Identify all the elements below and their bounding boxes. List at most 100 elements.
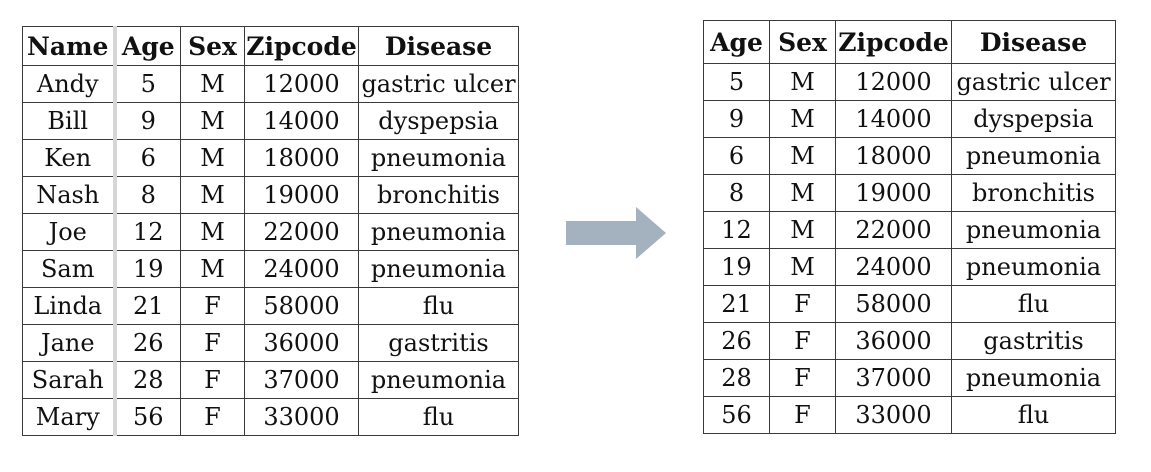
cell-zipcode: 36000 xyxy=(244,324,359,362)
cell-disease: flu xyxy=(358,287,519,325)
cell-disease: pneumonia xyxy=(951,359,1116,397)
cell-age: 26 xyxy=(703,322,770,360)
cell-sex: M xyxy=(769,137,836,175)
cell-sex: M xyxy=(180,176,245,214)
cell-age: 21 xyxy=(703,285,770,323)
cell-age: 9 xyxy=(703,100,770,138)
cell-zipcode: 12000 xyxy=(835,63,952,101)
cell-name: Ken xyxy=(22,139,117,177)
cell-sex: M xyxy=(180,102,245,140)
cell-age: 5 xyxy=(114,65,181,103)
cell-zipcode: 12000 xyxy=(244,65,359,103)
cell-name: Bill xyxy=(22,102,117,140)
table-row: Sarah 28 F 37000 pneumonia xyxy=(22,361,519,399)
cell-disease: gastritis xyxy=(951,322,1116,360)
original-table: Name Age Sex Zipcode Disease Andy 5 M 12… xyxy=(22,26,519,436)
cell-zipcode: 33000 xyxy=(244,398,359,436)
cell-sex: M xyxy=(769,174,836,212)
cell-age: 56 xyxy=(703,396,770,434)
cell-disease: flu xyxy=(951,396,1116,434)
cell-disease: pneumonia xyxy=(951,211,1116,249)
cell-age: 5 xyxy=(703,63,770,101)
cell-sex: F xyxy=(180,361,245,399)
cell-sex: M xyxy=(180,213,245,251)
cell-zipcode: 58000 xyxy=(835,285,952,323)
cell-sex: F xyxy=(769,359,836,397)
header-age: Age xyxy=(114,26,181,66)
table-row: 9 M 14000 dyspepsia xyxy=(703,100,1116,138)
cell-disease: gastritis xyxy=(358,324,519,362)
table-row: 5 M 12000 gastric ulcer xyxy=(703,63,1116,101)
cell-name: Mary xyxy=(22,398,117,436)
table-row: Mary 56 F 33000 flu xyxy=(22,398,519,436)
header-sex: Sex xyxy=(769,20,836,64)
cell-age: 56 xyxy=(114,398,181,436)
cell-zipcode: 22000 xyxy=(835,211,952,249)
right-arrow-icon xyxy=(566,207,666,259)
cell-disease: bronchitis xyxy=(358,176,519,214)
header-zipcode: Zipcode xyxy=(835,20,952,64)
cell-sex: F xyxy=(180,324,245,362)
cell-sex: M xyxy=(769,211,836,249)
cell-age: 26 xyxy=(114,324,181,362)
cell-zipcode: 33000 xyxy=(835,396,952,434)
cell-disease: pneumonia xyxy=(951,248,1116,286)
table-row: 21 F 58000 flu xyxy=(703,285,1116,323)
cell-name: Nash xyxy=(22,176,117,214)
cell-age: 8 xyxy=(703,174,770,212)
cell-age: 12 xyxy=(703,211,770,249)
cell-zipcode: 24000 xyxy=(244,250,359,288)
cell-zipcode: 18000 xyxy=(835,137,952,175)
cell-zipcode: 58000 xyxy=(244,287,359,325)
cell-disease: dyspepsia xyxy=(358,102,519,140)
table-row: 8 M 19000 bronchitis xyxy=(703,174,1116,212)
table-row: 56 F 33000 flu xyxy=(703,396,1116,434)
cell-age: 19 xyxy=(114,250,181,288)
header-disease: Disease xyxy=(358,26,519,66)
cell-sex: F xyxy=(180,287,245,325)
cell-age: 12 xyxy=(114,213,181,251)
cell-age: 9 xyxy=(114,102,181,140)
table-row: Andy 5 M 12000 gastric ulcer xyxy=(22,65,519,103)
table-row: 6 M 18000 pneumonia xyxy=(703,137,1116,175)
cell-zipcode: 37000 xyxy=(244,361,359,399)
cell-age: 28 xyxy=(703,359,770,397)
cell-zipcode: 36000 xyxy=(835,322,952,360)
cell-age: 8 xyxy=(114,176,181,214)
cell-name: Sam xyxy=(22,250,117,288)
cell-sex: M xyxy=(769,248,836,286)
cell-disease: dyspepsia xyxy=(951,100,1116,138)
cell-age: 6 xyxy=(114,139,181,177)
cell-zipcode: 14000 xyxy=(835,100,952,138)
cell-name: Joe xyxy=(22,213,117,251)
header-sex: Sex xyxy=(180,26,245,66)
table-row: Joe 12 M 22000 pneumonia xyxy=(22,213,519,251)
table-row: 12 M 22000 pneumonia xyxy=(703,211,1116,249)
cell-sex: M xyxy=(180,65,245,103)
cell-sex: M xyxy=(769,63,836,101)
cell-disease: pneumonia xyxy=(951,137,1116,175)
table-row: 28 F 37000 pneumonia xyxy=(703,359,1116,397)
cell-age: 19 xyxy=(703,248,770,286)
cell-sex: F xyxy=(180,398,245,436)
cell-name: Jane xyxy=(22,324,117,362)
cell-sex: F xyxy=(769,396,836,434)
cell-zipcode: 18000 xyxy=(244,139,359,177)
table-row: 26 F 36000 gastritis xyxy=(703,322,1116,360)
cell-zipcode: 14000 xyxy=(244,102,359,140)
cell-disease: flu xyxy=(951,285,1116,323)
header-zipcode: Zipcode xyxy=(244,26,359,66)
cell-disease: pneumonia xyxy=(358,361,519,399)
table-row: 19 M 24000 pneumonia xyxy=(703,248,1116,286)
cell-disease: pneumonia xyxy=(358,213,519,251)
table-row: Ken 6 M 18000 pneumonia xyxy=(22,139,519,177)
cell-name: Linda xyxy=(22,287,117,325)
cell-disease: gastric ulcer xyxy=(951,63,1116,101)
cell-disease: pneumonia xyxy=(358,139,519,177)
cell-zipcode: 22000 xyxy=(244,213,359,251)
cell-zipcode: 24000 xyxy=(835,248,952,286)
cell-age: 6 xyxy=(703,137,770,175)
table-row: Bill 9 M 14000 dyspepsia xyxy=(22,102,519,140)
cell-disease: pneumonia xyxy=(358,250,519,288)
cell-sex: M xyxy=(180,139,245,177)
